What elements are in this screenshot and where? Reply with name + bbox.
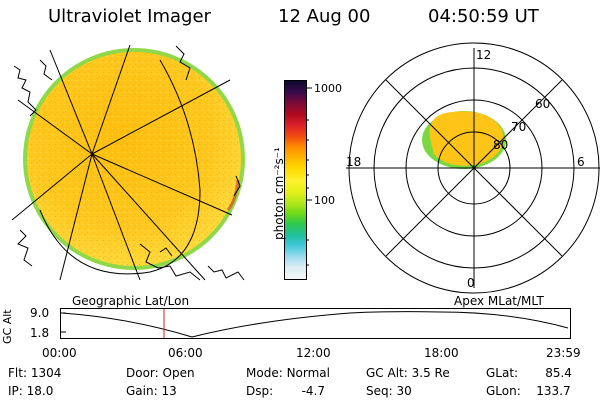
ip-label: IP: <box>8 384 23 398</box>
timeline-ytick-9: 9.0 <box>30 306 50 320</box>
flt-label: Flt: <box>8 366 27 380</box>
date-label: 12 Aug 00 <box>278 6 371 27</box>
glon-field: GLon: 133.7 <box>486 384 571 398</box>
timeline-xtick-0600: 06:00 <box>168 346 203 360</box>
timeline-ytick-1-8: 1.8 <box>30 326 50 340</box>
dayglow-edge <box>226 179 240 211</box>
timeline-xtick-0000: 00:00 <box>42 346 77 360</box>
mlat-label-70: 70 <box>511 120 527 134</box>
geographic-image-panel <box>11 44 245 281</box>
ip-field: IP: 18.0 <box>8 384 53 398</box>
mode-field: Mode: Normal <box>246 366 330 380</box>
colorbar-tick-1000: 1000 <box>314 82 342 95</box>
flt-field: Flt: 1304 <box>8 366 61 380</box>
geographic-caption: Geographic Lat/Lon <box>72 294 190 308</box>
geographic-grid <box>11 44 233 281</box>
seq-label: Seq: <box>366 384 393 398</box>
mlat-label-60: 60 <box>535 97 551 111</box>
ip-value: 18.0 <box>26 384 54 398</box>
mlt-label-0: 0 <box>467 276 475 290</box>
glon-label: GLon: <box>486 384 521 398</box>
gain-value: 13 <box>161 384 177 398</box>
altitude-curve <box>61 311 569 338</box>
gc-alt-label: GC Alt: <box>366 366 408 380</box>
glon-value: 133.7 <box>536 384 571 398</box>
instrument-title: Ultraviolet Imager <box>48 6 211 27</box>
mode-label: Mode: <box>246 366 283 380</box>
mlt-label-12: 12 <box>476 48 492 62</box>
timeline-xtick-1200: 12:00 <box>296 346 331 360</box>
gc-alt-value: 3.5 Re <box>411 366 450 380</box>
apex-caption: Apex MLat/MLT <box>454 294 544 308</box>
time-label: 04:50:59 UT <box>428 6 539 27</box>
flt-value: 1304 <box>30 366 62 380</box>
seq-value: 30 <box>396 384 412 398</box>
dsp-value: -4.7 <box>301 384 325 398</box>
door-label: Door: <box>126 366 159 380</box>
gain-label: Gain: <box>126 384 158 398</box>
glat-field: GLat: 85.4 <box>486 366 572 380</box>
dsp-label: Dsp: <box>246 384 274 398</box>
mode-value: Normal <box>286 366 330 380</box>
coastlines <box>13 45 245 281</box>
colorbar <box>284 80 307 280</box>
seq-field: Seq: 30 <box>366 384 412 398</box>
colorbar-tick-100: 100 <box>314 194 335 207</box>
dsp-field: Dsp: -4.7 <box>246 384 325 398</box>
mlt-label-6: 6 <box>577 155 585 169</box>
gc-alt-field: GC Alt: 3.5 Re <box>366 366 450 380</box>
altitude-timeline <box>60 308 571 339</box>
colorbar-axis <box>306 87 312 266</box>
door-field: Door: Open <box>126 366 195 380</box>
timeline-xtick-2359: 23:59 <box>546 346 581 360</box>
door-value: Open <box>162 366 195 380</box>
mlt-label-18: 18 <box>346 155 362 169</box>
glat-value: 85.4 <box>545 366 572 380</box>
uv-oval <box>429 111 504 166</box>
timeline-ylabel: GC Alt <box>1 309 14 344</box>
timeline-xtick-1800: 18:00 <box>424 346 459 360</box>
earth-disc-speckle <box>27 52 241 266</box>
mlat-label-80: 80 <box>493 138 509 152</box>
apex-polar-plot <box>346 42 600 294</box>
colorbar-label: photon cm⁻²s⁻¹ <box>272 147 286 240</box>
gain-field: Gain: 13 <box>126 384 177 398</box>
glat-label: GLat: <box>486 366 519 380</box>
